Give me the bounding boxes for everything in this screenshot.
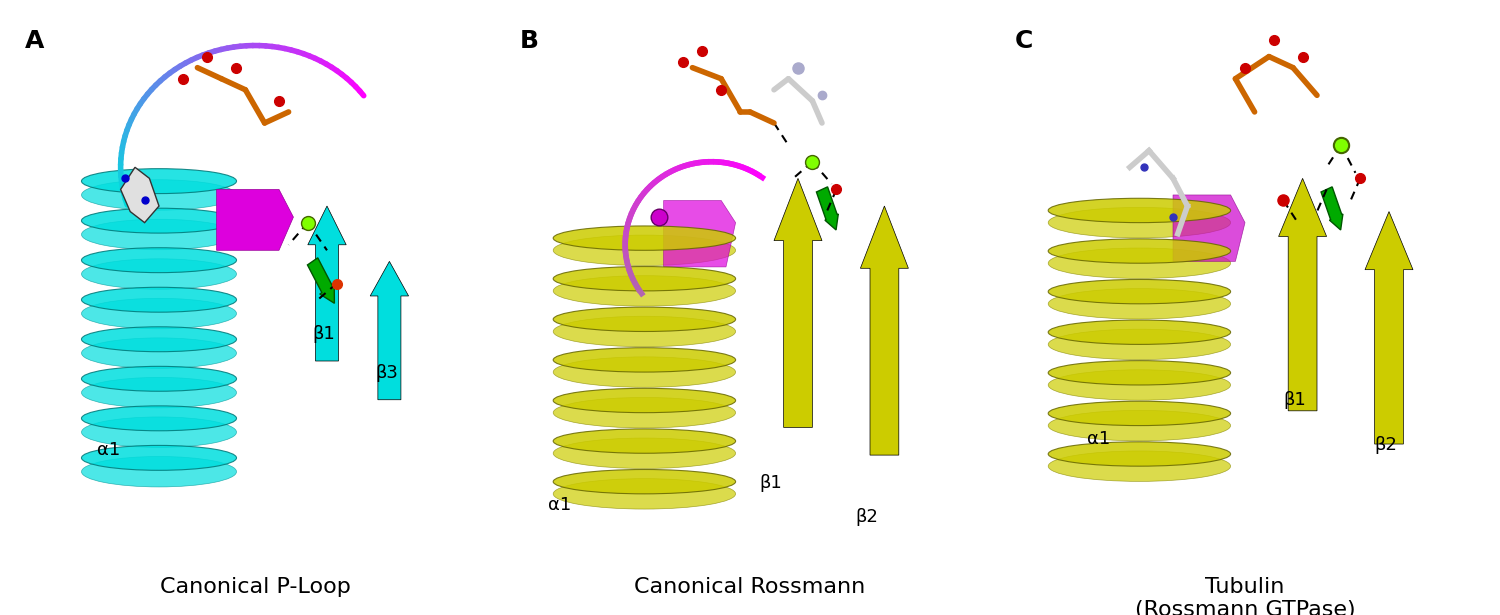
Text: β1: β1 — [312, 325, 336, 343]
Text: α1: α1 — [96, 441, 120, 459]
Ellipse shape — [81, 378, 237, 408]
Ellipse shape — [1048, 451, 1230, 482]
Ellipse shape — [554, 266, 735, 291]
Polygon shape — [120, 167, 159, 223]
Text: B: B — [519, 29, 538, 53]
Ellipse shape — [554, 438, 735, 469]
Text: α1: α1 — [1086, 430, 1110, 448]
Ellipse shape — [81, 208, 237, 233]
Ellipse shape — [554, 429, 735, 453]
Ellipse shape — [1048, 442, 1230, 466]
Ellipse shape — [554, 469, 735, 494]
Polygon shape — [663, 200, 735, 267]
Text: Canonical Rossmann: Canonical Rossmann — [634, 577, 866, 597]
Ellipse shape — [1048, 410, 1230, 441]
Ellipse shape — [1048, 320, 1230, 344]
FancyArrow shape — [816, 187, 839, 230]
Ellipse shape — [81, 338, 237, 368]
Ellipse shape — [81, 169, 237, 194]
Ellipse shape — [1048, 207, 1230, 238]
Ellipse shape — [81, 406, 237, 430]
FancyArrow shape — [1322, 187, 1342, 230]
Ellipse shape — [554, 316, 735, 347]
Ellipse shape — [554, 276, 735, 306]
Ellipse shape — [554, 357, 735, 387]
Ellipse shape — [81, 417, 237, 447]
Text: β1: β1 — [759, 474, 783, 493]
Polygon shape — [370, 261, 408, 400]
Text: Tubulin
(Rossmann GTPase): Tubulin (Rossmann GTPase) — [1134, 577, 1356, 615]
Ellipse shape — [554, 226, 735, 250]
Ellipse shape — [554, 478, 735, 509]
Ellipse shape — [81, 298, 237, 329]
Ellipse shape — [1048, 279, 1230, 304]
Polygon shape — [216, 189, 294, 250]
Ellipse shape — [1048, 288, 1230, 319]
Ellipse shape — [554, 388, 735, 413]
Polygon shape — [1278, 178, 1326, 411]
Text: β1: β1 — [1284, 391, 1306, 410]
Ellipse shape — [1048, 248, 1230, 279]
Ellipse shape — [1048, 370, 1230, 400]
Polygon shape — [1173, 195, 1245, 261]
Ellipse shape — [1048, 329, 1230, 360]
Ellipse shape — [81, 248, 237, 272]
Ellipse shape — [554, 235, 735, 266]
Text: β2: β2 — [855, 507, 879, 526]
Polygon shape — [1365, 212, 1413, 444]
Ellipse shape — [1048, 198, 1230, 223]
Ellipse shape — [554, 397, 735, 428]
Text: Canonical P-Loop: Canonical P-Loop — [159, 577, 351, 597]
Ellipse shape — [81, 327, 237, 352]
Polygon shape — [308, 206, 347, 361]
Ellipse shape — [554, 307, 735, 331]
Text: β2: β2 — [1374, 435, 1398, 454]
Text: C: C — [1014, 29, 1034, 53]
Ellipse shape — [81, 445, 237, 470]
Ellipse shape — [1048, 239, 1230, 263]
Ellipse shape — [1048, 360, 1230, 385]
Text: β3: β3 — [375, 363, 398, 382]
Ellipse shape — [81, 287, 237, 312]
Ellipse shape — [81, 259, 237, 289]
Text: A: A — [24, 29, 44, 53]
Ellipse shape — [1048, 401, 1230, 426]
Ellipse shape — [81, 180, 237, 210]
FancyArrow shape — [308, 258, 334, 303]
Polygon shape — [774, 178, 822, 427]
Text: α1: α1 — [549, 496, 572, 515]
Polygon shape — [861, 206, 909, 455]
Ellipse shape — [554, 347, 735, 372]
Ellipse shape — [81, 456, 237, 487]
Ellipse shape — [81, 220, 237, 250]
Ellipse shape — [81, 367, 237, 391]
